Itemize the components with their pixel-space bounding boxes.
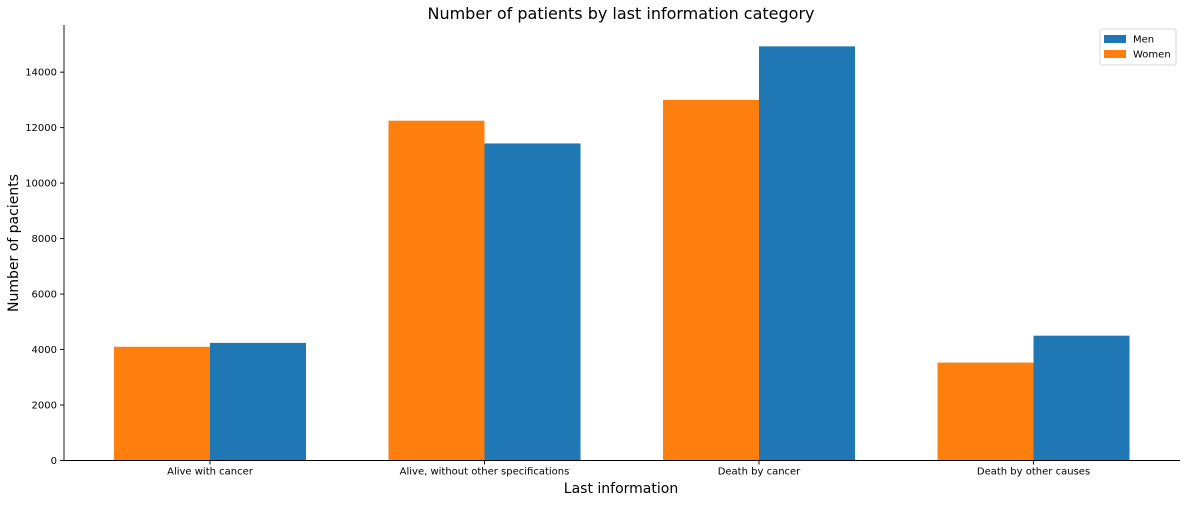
bar-men-1 — [484, 143, 581, 461]
y-axis: 0 2000 4000 6000 8000 10000 12000 14000 — [25, 68, 64, 467]
y-tick-label: 6000 — [32, 290, 57, 301]
legend: Men Women — [1099, 28, 1177, 66]
x-axis: Alive with cancer Alive, without other sp… — [167, 460, 1090, 478]
legend-swatch-women — [1104, 50, 1126, 58]
x-tick-label: Death by other causes — [977, 467, 1090, 478]
x-tick-label: Death by cancer — [718, 467, 801, 478]
y-tick-label: 12000 — [25, 123, 57, 134]
y-tick-label: 8000 — [32, 234, 57, 245]
chart-title: Number of patients by last information c… — [427, 4, 814, 23]
bar-men-3 — [1033, 335, 1130, 461]
bar-women-2 — [663, 99, 759, 461]
bar-men-0 — [210, 342, 306, 461]
legend-swatch-men — [1104, 35, 1126, 43]
y-tick-label: 2000 — [32, 401, 57, 412]
legend-label-women: Women — [1133, 50, 1171, 61]
y-tick-label: 4000 — [32, 345, 57, 356]
y-tick-label: 10000 — [25, 179, 57, 190]
legend-label-men: Men — [1133, 35, 1154, 46]
bar-men-2 — [759, 46, 855, 461]
bar-women-1 — [388, 120, 485, 461]
bar-women-0 — [114, 346, 210, 461]
bar-women-3 — [937, 362, 1034, 461]
x-tick-label: Alive, without other specifications — [400, 467, 570, 478]
y-tick-label: 14000 — [25, 68, 57, 79]
y-tick-label: 0 — [51, 456, 57, 467]
x-tick-label: Alive with cancer — [167, 467, 254, 478]
bars-group — [114, 46, 1130, 461]
x-axis-title: Last information — [564, 481, 678, 497]
y-axis-title: Number of pacients — [6, 174, 22, 312]
